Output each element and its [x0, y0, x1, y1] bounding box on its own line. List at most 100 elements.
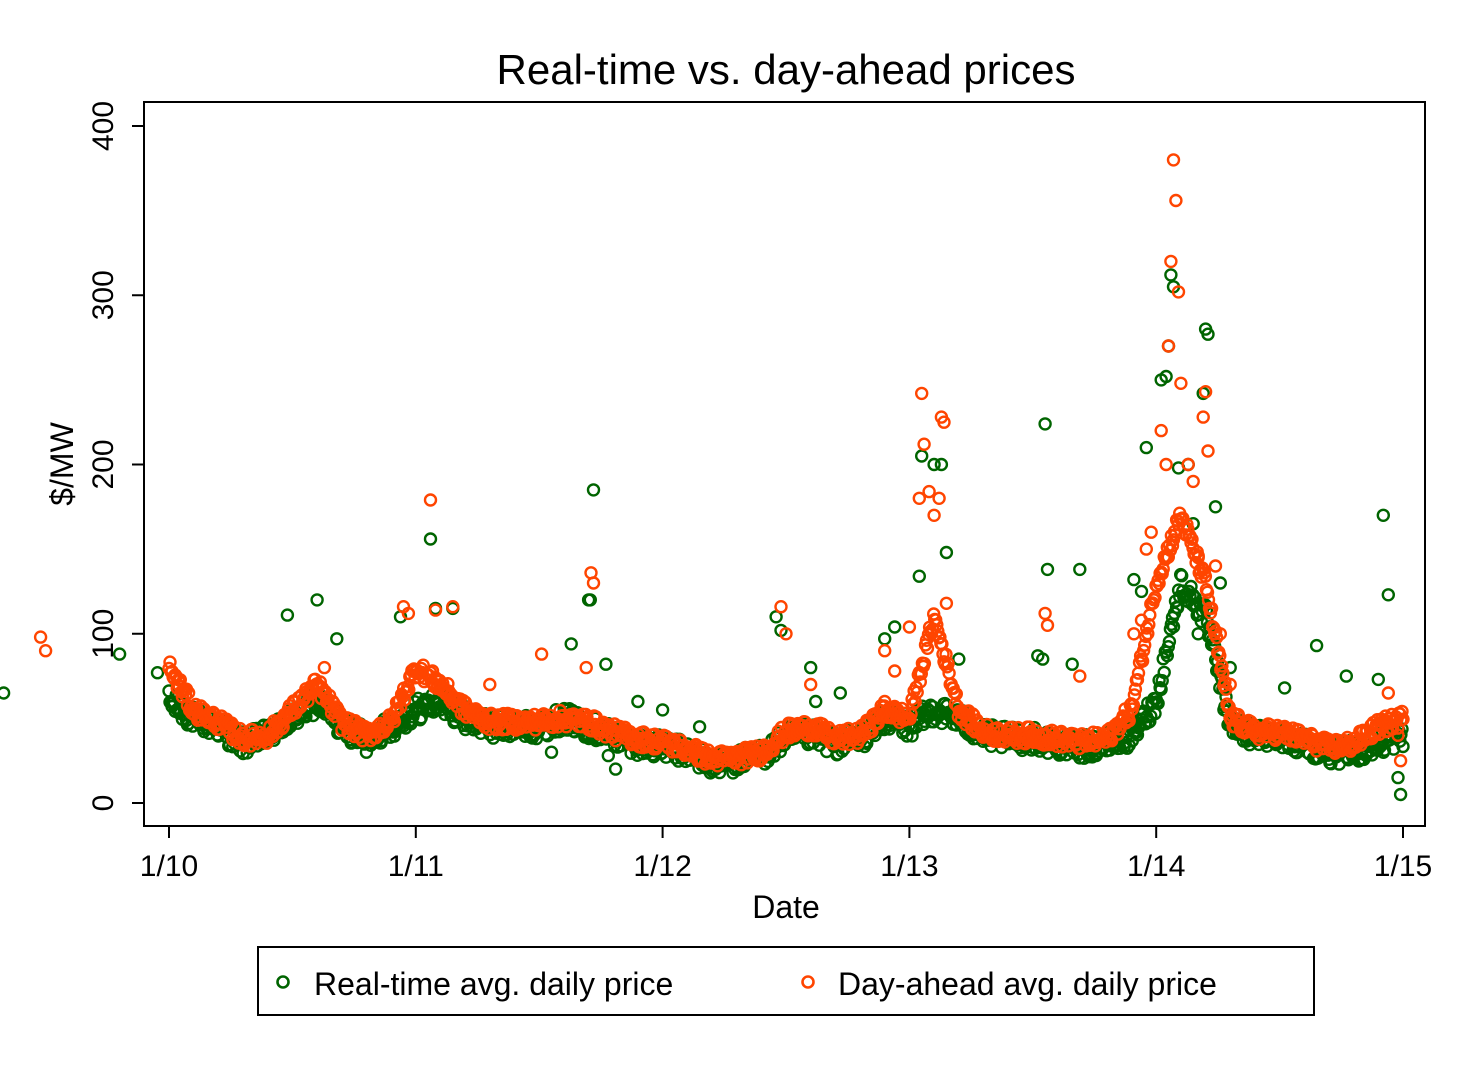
data-point: [933, 630, 947, 644]
data-point: [804, 660, 818, 675]
y-axis-title: $/MW: [44, 421, 80, 505]
data-point: [931, 624, 945, 638]
data-point: [917, 656, 932, 671]
data-point: [112, 647, 127, 661]
data-point: [564, 637, 578, 651]
data-point: [1130, 728, 1145, 742]
data-point: [930, 618, 944, 632]
data-point: [939, 545, 954, 560]
data-point: [1213, 576, 1228, 590]
data-point: [423, 532, 438, 546]
data-point: [1141, 626, 1155, 641]
data-point: [1122, 714, 1136, 728]
data-point: [1136, 643, 1151, 658]
data-point: [1215, 659, 1229, 673]
data-point: [1073, 562, 1087, 577]
data-point: [601, 748, 615, 763]
data-point: [952, 652, 966, 666]
data-point: [1065, 657, 1079, 671]
data-point: [927, 457, 941, 472]
data-point: [692, 720, 707, 734]
y-tick-label-4: 400: [87, 101, 120, 151]
data-point: [1395, 704, 1409, 719]
data-point: [402, 683, 416, 697]
data-point: [1035, 652, 1050, 666]
data-point: [1393, 754, 1408, 768]
data-point: [1396, 739, 1410, 754]
data-point: [1127, 627, 1141, 641]
data-point: [1154, 423, 1168, 438]
data-point: [544, 745, 559, 759]
chart-title: Real-time vs. day-ahead prices: [497, 46, 1076, 93]
x-tick-label-2: 1/12: [633, 850, 691, 883]
data-point: [1171, 285, 1186, 299]
data-point: [1144, 525, 1158, 539]
data-point: [1200, 585, 1215, 599]
data-point: [0, 686, 11, 700]
data-point: [1157, 665, 1171, 680]
data-point: [1161, 640, 1176, 654]
data-point: [330, 632, 344, 646]
data-point: [425, 664, 440, 678]
data-point: [1213, 627, 1228, 641]
data-point: [1196, 410, 1210, 424]
data-point: [483, 677, 497, 692]
data-point: [181, 686, 196, 700]
y-tick-label-2: 200: [87, 439, 120, 489]
data-point: [1169, 193, 1183, 208]
data-point: [927, 508, 941, 522]
data-point: [774, 600, 788, 614]
data-point: [1216, 666, 1230, 680]
data-point: [1396, 712, 1410, 726]
data-point: [1186, 474, 1200, 489]
data-point: [1166, 153, 1181, 167]
data-point: [401, 606, 416, 621]
data-point: [1201, 593, 1216, 607]
data-point: [939, 596, 954, 610]
data-point: [1223, 677, 1237, 692]
data-point: [423, 493, 438, 507]
data-point: [1204, 601, 1219, 615]
data-point: [1130, 673, 1145, 687]
data-point: [1201, 327, 1215, 341]
data-point: [912, 569, 926, 583]
data-point: [937, 415, 951, 429]
data-point: [534, 647, 549, 661]
data-point: [1231, 707, 1246, 722]
data-point: [1198, 569, 1213, 583]
x-tick-label-3: 1/13: [880, 850, 938, 883]
data-point: [1139, 542, 1154, 556]
data-point: [833, 686, 847, 700]
data-point: [1381, 686, 1396, 700]
data-point: [310, 593, 324, 607]
data-point: [804, 677, 818, 692]
data-point: [1198, 385, 1213, 399]
data-point: [913, 675, 927, 689]
data-point: [1161, 339, 1176, 353]
data-points: [0, 153, 1410, 802]
legend-marker-real-time: [276, 975, 290, 989]
data-point: [586, 576, 601, 590]
x-tick-label-4: 1/14: [1127, 850, 1185, 883]
data-point: [917, 437, 931, 451]
x-tick-label-0: 1/10: [140, 850, 198, 883]
data-point: [769, 610, 783, 624]
data-point: [280, 608, 295, 622]
data-point: [38, 644, 53, 658]
data-point: [1164, 254, 1178, 269]
data-point: [599, 657, 613, 671]
data-point: [1164, 268, 1178, 282]
data-point: [779, 627, 793, 641]
data-point: [920, 641, 935, 655]
data-point: [1277, 681, 1292, 695]
data-point: [317, 660, 332, 675]
data-point: [446, 600, 460, 614]
data-point: [1174, 376, 1188, 390]
data-point: [1162, 634, 1177, 649]
data-point: [1159, 369, 1173, 384]
data-point: [1381, 588, 1396, 602]
data-point: [1376, 508, 1391, 522]
data-point: [1134, 584, 1149, 599]
data-point: [949, 687, 963, 701]
